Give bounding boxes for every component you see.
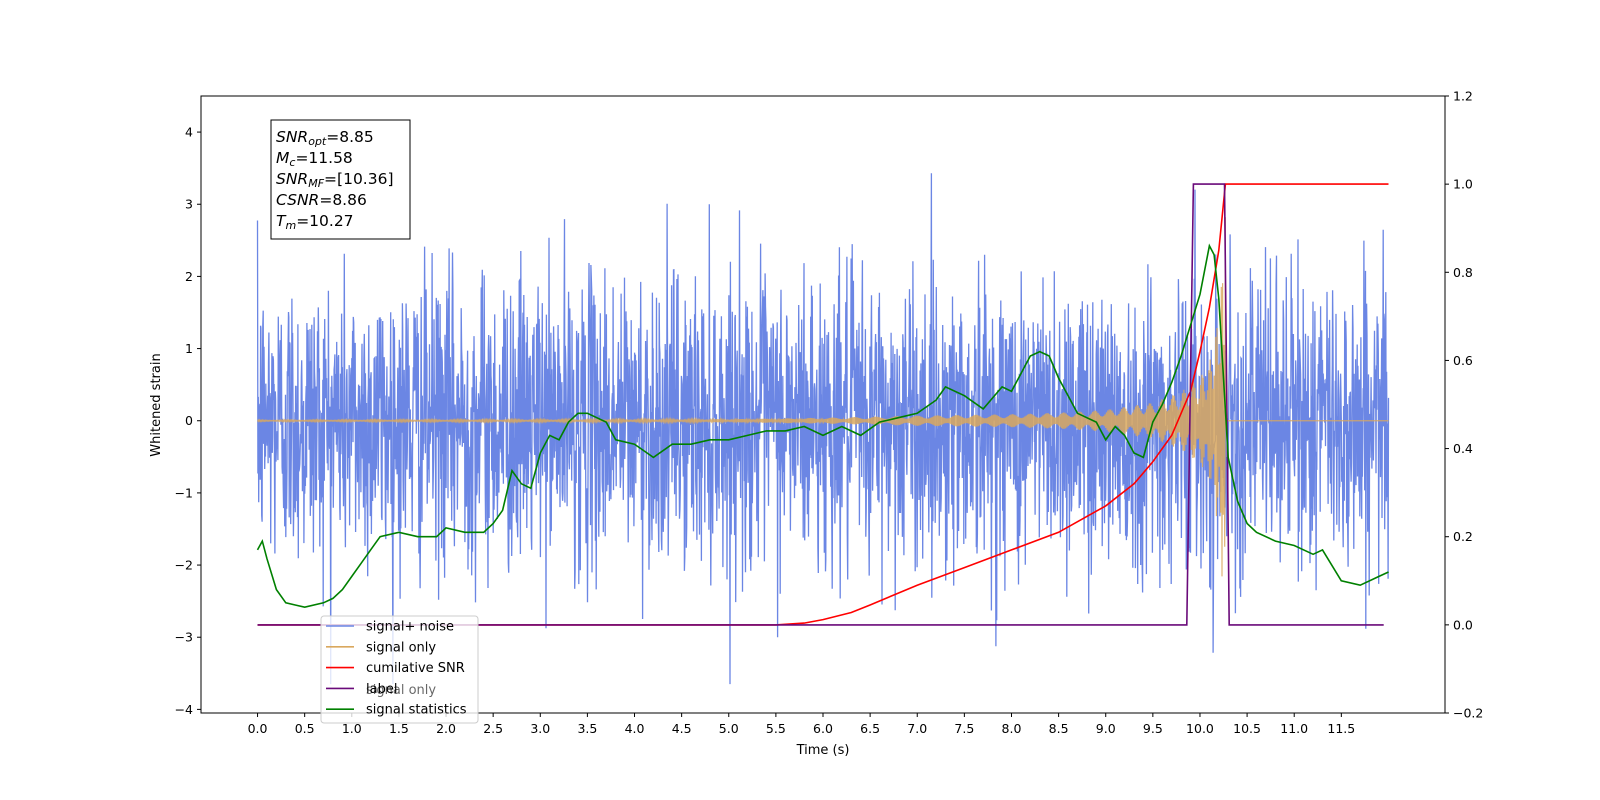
legend-label: label [366,682,397,697]
legend: signal+ noise signal only cumilative SNR la… [320,615,479,724]
y-left-tick-label: 4 [185,125,193,140]
y-right-tick-label: −0.2 [1453,706,1483,721]
legend-ghost-label: signal only [366,683,436,698]
series-cumilative-snr [257,183,1389,626]
x-tick-label: 8.5 [1049,721,1069,736]
x-tick-label: 9.0 [1096,721,1116,736]
y-right-tick-label: 0.6 [1453,353,1473,368]
y-right-tick-label: 1.2 [1453,89,1473,104]
y-right-tick-label: 0.2 [1453,529,1473,544]
x-tick-label: 3.5 [577,721,597,736]
x-tick-label: 0.5 [295,721,315,736]
x-tick-label: 4.0 [625,721,645,736]
y-left-tick-label: 1 [185,341,193,356]
y-left-tick-label: −3 [175,630,193,645]
x-tick-label: 7.5 [954,721,974,736]
series-line [256,243,1389,609]
chirp-line [256,217,1389,577]
plot-area [256,173,1390,685]
y-left-tick-label: −1 [175,485,193,500]
series-layer [256,173,1390,685]
x-tick-label: 5.0 [719,721,739,736]
x-tick-label: 2.5 [483,721,503,736]
x-tick-label: 1.5 [389,721,409,736]
series-signal-only [256,217,1389,577]
annotation-line: SNRMF=[10.36] [276,170,394,190]
annotation-box: SNRopt=8.85Mc=11.58SNRMF=[10.36]CSNR=8.8… [270,119,411,240]
series-line [257,183,1384,626]
x-tick-label: 7.0 [907,721,927,736]
annotation-line: Tm=10.27 [276,212,354,232]
y-left-tick-label: 0 [185,413,193,428]
x-tick-label: 5.5 [766,721,786,736]
series-signal-statistics [256,243,1389,609]
y-left-axis-ticks: −4 −3 −2 −1 0 1 2 3 4 [175,125,201,717]
x-tick-label: 4.5 [672,721,692,736]
x-tick-label: 3.0 [530,721,550,736]
x-tick-label: 11.0 [1280,721,1308,736]
legend-label: signal only [366,640,436,655]
x-tick-label: 2.0 [436,721,456,736]
x-tick-label: 10.0 [1186,721,1214,736]
y-right-tick-label: 0.8 [1453,265,1473,280]
y-left-tick-label: 2 [185,269,193,284]
x-axis-ticks: 0.0 0.5 1.0 1.5 2.0 2.5 3.0 3.5 4.0 4.5 5.0 5.5 6.0 6… [248,713,1355,736]
y-left-tick-label: −4 [175,702,193,717]
annotation-frame [270,119,411,240]
y-left-axis-label: Whitened strain [149,353,164,456]
annotation-line: SNRopt=8.85 [276,128,374,148]
y-left-tick-label: 3 [185,197,193,212]
series-label [257,183,1384,626]
x-tick-label: 6.0 [813,721,833,736]
x-tick-label: 1.0 [342,721,362,736]
x-tick-label: 9.5 [1143,721,1163,736]
x-tick-label: 11.5 [1327,721,1355,736]
y-left-tick-label: −2 [175,558,193,573]
y-right-tick-label: 1.0 [1453,177,1473,192]
x-tick-label: 0.0 [248,721,268,736]
legend-label: signal+ noise [366,620,454,635]
y-right-tick-label: 0.4 [1453,441,1473,456]
x-tick-label: 10.5 [1233,721,1261,736]
y-right-tick-label: 0.0 [1453,617,1473,632]
legend-label: signal statistics [366,703,467,718]
annotation-line: CSNR=8.86 [276,191,367,209]
x-axis-label: Time (s) [796,743,850,758]
annotation-line: Mc=11.58 [276,149,353,169]
series-line [257,183,1389,626]
x-tick-label: 6.5 [860,721,880,736]
legend-label: cumilative SNR [366,661,465,676]
legend-frame [320,615,479,724]
y-right-axis-ticks: −0.2 0.0 0.2 0.4 0.6 0.8 1.0 1.2 [1445,89,1483,721]
x-tick-label: 8.0 [1002,721,1022,736]
